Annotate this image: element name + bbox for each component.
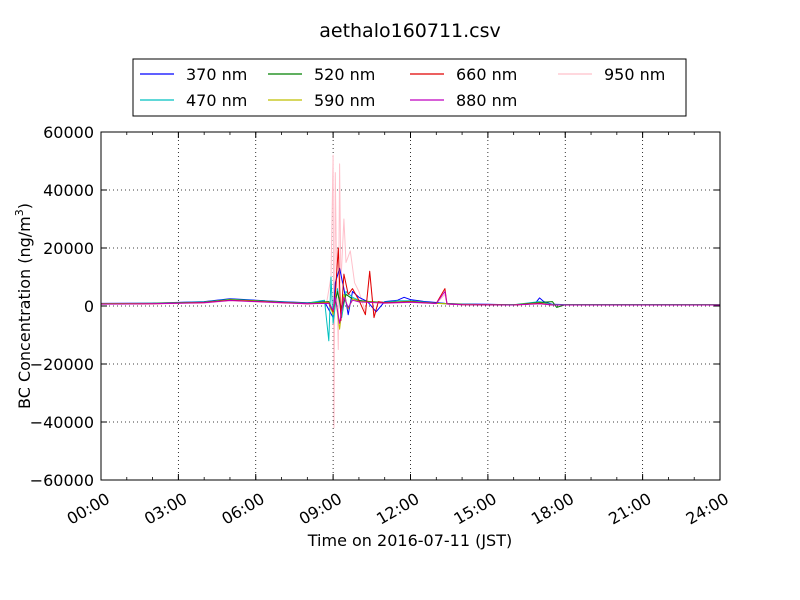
- y-axis-label-close: ): [15, 203, 34, 209]
- x-tick-label: 03:00: [141, 489, 190, 529]
- y-tick-label: −20000: [30, 355, 94, 374]
- legend: 370 nm 470 nm 520 nm 590 nm 660 nm 880 nm 950 …: [132, 58, 687, 117]
- ticks: [100, 131, 721, 481]
- x-tick-label: 12:00: [373, 489, 422, 529]
- x-tick-labels: 00:00 03:00 06:00 09:00 12:00 15:00 18:00 21:00…: [64, 489, 732, 529]
- y-tick-label: 20000: [43, 239, 94, 258]
- legend-label: 590 nm: [314, 91, 375, 110]
- legend-label: 520 nm: [314, 65, 375, 84]
- legend-label: 880 nm: [456, 91, 517, 110]
- y-tick-label: −60000: [30, 471, 94, 490]
- x-tick-label: 21:00: [605, 489, 654, 529]
- x-tick-label: 24:00: [683, 489, 732, 529]
- x-tick-label: 06:00: [218, 489, 267, 529]
- legend-label: 660 nm: [456, 65, 517, 84]
- legend-label: 470 nm: [186, 91, 247, 110]
- x-tick-label: 00:00: [64, 489, 113, 529]
- y-tick-labels: 60000 40000 20000 0 −20000 −40000 −60000: [30, 123, 94, 490]
- chart-title: aethalo160711.csv: [319, 20, 501, 42]
- y-tick-label: 0: [84, 297, 94, 316]
- x-tick-label: 15:00: [450, 489, 499, 529]
- y-axis-label: BC Concentration (ng/m3): [13, 203, 34, 409]
- x-tick-label: 18:00: [528, 489, 577, 529]
- x-tick-label: 09:00: [296, 489, 345, 529]
- legend-label: 370 nm: [186, 65, 247, 84]
- y-tick-label: −40000: [30, 413, 94, 432]
- plot-lines: [100, 154, 721, 429]
- y-axis-label-superscript: 3: [13, 209, 26, 216]
- series-line-880nm: [100, 291, 720, 324]
- legend-label: 950 nm: [604, 65, 665, 84]
- y-tick-label: 60000: [43, 123, 94, 142]
- grid: [101, 132, 720, 480]
- y-axis-label-main: BC Concentration (ng/m: [15, 216, 34, 409]
- y-tick-label: 40000: [43, 181, 94, 200]
- x-axis-label: Time on 2016-07-11 (JST): [307, 531, 512, 550]
- legend-box: [132, 58, 687, 117]
